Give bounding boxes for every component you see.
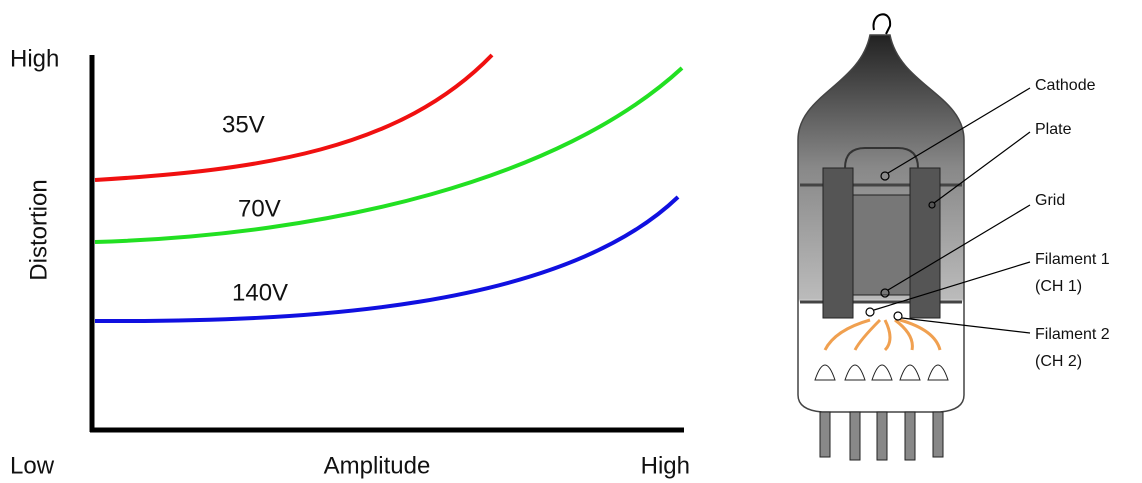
curve-label: 140V bbox=[232, 279, 288, 306]
x-high-label: High bbox=[641, 452, 690, 479]
tube-label: Plate bbox=[1035, 121, 1072, 138]
plate-right bbox=[909, 167, 941, 319]
tube-label: Filament 1 bbox=[1035, 251, 1110, 268]
x-axis-title: Amplitude bbox=[324, 452, 431, 479]
tube: Cathode Plate Grid Filament 1 (CH 1) Fil… bbox=[797, 13, 1110, 461]
tube-label: Grid bbox=[1035, 192, 1065, 209]
curve-70v bbox=[94, 66, 684, 244]
tube-label: Filament 2 bbox=[1035, 326, 1110, 343]
callout-lines bbox=[865, 87, 1031, 334]
tube-label: (CH 1) bbox=[1035, 278, 1082, 295]
support-wire bbox=[844, 147, 919, 169]
pins bbox=[819, 411, 944, 461]
plate-center bbox=[852, 194, 911, 296]
pin-seals bbox=[814, 364, 949, 381]
graph: High Distortion Low Amplitude High 35V 7… bbox=[10, 45, 690, 479]
curve-label: 70V bbox=[238, 195, 281, 222]
y-high-label: High bbox=[10, 45, 59, 72]
curve-140v bbox=[94, 195, 680, 324]
x-low-label: Low bbox=[10, 452, 55, 479]
curve-35v bbox=[94, 53, 494, 182]
tube-tip bbox=[872, 13, 892, 35]
tube-label: (CH 2) bbox=[1035, 353, 1082, 370]
curve-label: 35V bbox=[222, 111, 265, 138]
y-axis-title: Distortion bbox=[25, 179, 52, 280]
tube-label: Cathode bbox=[1035, 77, 1096, 94]
plate-left bbox=[822, 167, 854, 319]
leads bbox=[823, 318, 942, 352]
